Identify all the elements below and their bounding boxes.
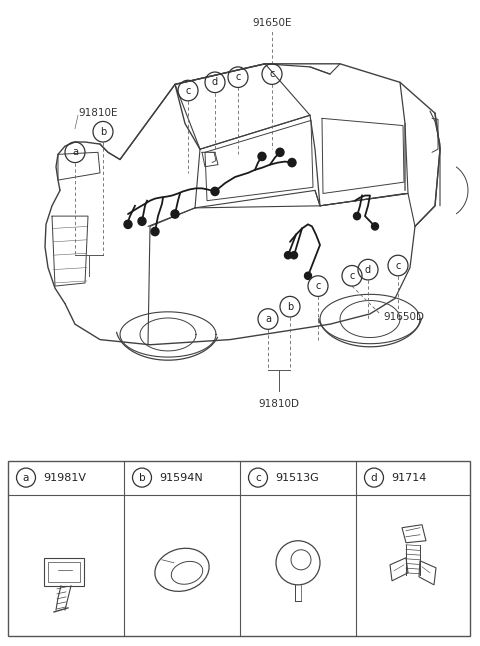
Text: 91981V: 91981V	[43, 473, 86, 483]
Text: c: c	[269, 69, 275, 79]
Text: a: a	[265, 314, 271, 324]
Text: c: c	[396, 260, 401, 271]
Text: a: a	[72, 147, 78, 158]
FancyBboxPatch shape	[8, 461, 470, 636]
Circle shape	[211, 187, 219, 196]
Text: c: c	[315, 281, 321, 291]
Circle shape	[151, 227, 159, 236]
Text: c: c	[349, 271, 355, 281]
Text: d: d	[212, 78, 218, 87]
Text: 91513G: 91513G	[275, 473, 319, 483]
Circle shape	[124, 220, 132, 229]
Text: c: c	[185, 85, 191, 96]
Text: c: c	[235, 72, 240, 82]
Text: 91810E: 91810E	[78, 108, 118, 118]
Circle shape	[258, 152, 266, 161]
Text: 91650D: 91650D	[383, 312, 424, 322]
Text: b: b	[100, 127, 106, 137]
Circle shape	[285, 251, 291, 259]
Text: a: a	[23, 473, 29, 483]
Circle shape	[276, 148, 284, 156]
Circle shape	[138, 217, 146, 225]
Text: 91810D: 91810D	[259, 399, 300, 410]
Text: b: b	[287, 302, 293, 311]
Circle shape	[171, 210, 179, 218]
Circle shape	[290, 251, 298, 259]
Circle shape	[372, 223, 379, 230]
Text: d: d	[365, 265, 371, 275]
Circle shape	[288, 158, 296, 167]
Circle shape	[304, 272, 312, 280]
Text: 91594N: 91594N	[159, 473, 203, 483]
Text: b: b	[139, 473, 145, 483]
Text: 91650E: 91650E	[252, 17, 292, 28]
Text: d: d	[371, 473, 377, 483]
Text: c: c	[255, 473, 261, 483]
Text: 91714: 91714	[391, 473, 426, 483]
Circle shape	[353, 213, 360, 220]
